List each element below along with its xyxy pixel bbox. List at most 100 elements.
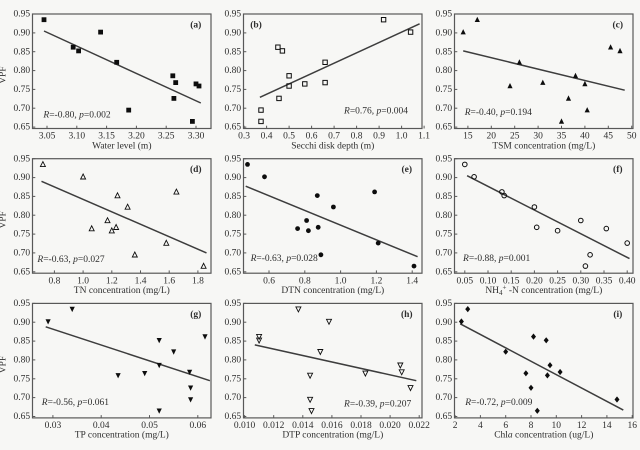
svg-text:0.85: 0.85 — [13, 192, 30, 202]
svg-text:0.80: 0.80 — [13, 66, 30, 76]
svg-text:TN concentration (mg/L): TN concentration (mg/L) — [74, 285, 170, 296]
svg-text:0.85: 0.85 — [435, 192, 452, 202]
svg-text:0.65: 0.65 — [224, 123, 241, 133]
svg-text:0.90: 0.90 — [435, 318, 452, 328]
svg-text:0.70: 0.70 — [224, 104, 241, 114]
svg-text:DTN concentration (mg/L): DTN concentration (mg/L) — [281, 285, 384, 296]
svg-text:0.8: 0.8 — [299, 276, 311, 286]
svg-text:(d): (d) — [190, 164, 202, 175]
svg-text:3.20: 3.20 — [128, 132, 145, 142]
svg-text:45: 45 — [604, 132, 614, 142]
svg-text:0.7: 0.7 — [328, 132, 340, 142]
svg-text:0.10: 0.10 — [480, 276, 497, 286]
svg-text:0.35: 0.35 — [596, 276, 613, 286]
svg-text:0.85: 0.85 — [435, 337, 452, 347]
svg-text:(a): (a) — [190, 20, 201, 31]
svg-text:0.018: 0.018 — [350, 421, 372, 431]
svg-text:0.05: 0.05 — [141, 421, 158, 431]
svg-text:0.70: 0.70 — [224, 393, 241, 403]
svg-text:0.75: 0.75 — [224, 230, 241, 240]
svg-text:NH4+ -N concentration (mg/L): NH4+ -N concentration (mg/L) — [485, 283, 602, 297]
svg-text:(g): (g) — [190, 309, 201, 320]
svg-text:3.05: 3.05 — [39, 132, 56, 142]
svg-text:0.65: 0.65 — [224, 267, 241, 277]
svg-text:0.95: 0.95 — [224, 10, 241, 20]
svg-text:0.04: 0.04 — [93, 421, 110, 431]
svg-text:0.014: 0.014 — [292, 421, 314, 431]
svg-text:0.95: 0.95 — [224, 154, 241, 164]
svg-text:0.90: 0.90 — [13, 173, 30, 183]
svg-text:0.65: 0.65 — [13, 267, 30, 277]
svg-text:12: 12 — [577, 421, 587, 431]
svg-text:0.016: 0.016 — [321, 421, 343, 431]
svg-text:0.95: 0.95 — [13, 299, 30, 309]
svg-text:0.70: 0.70 — [224, 249, 241, 259]
svg-text:VPF: VPF — [0, 211, 9, 228]
svg-text:0.90: 0.90 — [224, 29, 241, 39]
svg-text:R=-0.39, p=0.207: R=-0.39, p=0.207 — [343, 399, 411, 409]
svg-text:0.75: 0.75 — [224, 374, 241, 384]
svg-text:0.80: 0.80 — [435, 356, 452, 366]
svg-text:30: 30 — [533, 132, 543, 142]
svg-text:3.30: 3.30 — [188, 132, 205, 142]
svg-text:0.95: 0.95 — [435, 299, 452, 309]
svg-text:TSM concentration (mg/L): TSM concentration (mg/L) — [492, 140, 595, 151]
svg-text:0.90: 0.90 — [435, 173, 452, 183]
svg-text:1.4: 1.4 — [135, 276, 147, 286]
svg-text:1.2: 1.2 — [106, 276, 118, 286]
svg-text:0.75: 0.75 — [435, 85, 452, 95]
svg-text:0.70: 0.70 — [435, 393, 452, 403]
svg-text:Water level (m): Water level (m) — [92, 140, 151, 151]
svg-text:(c): (c) — [613, 20, 624, 31]
svg-text:4: 4 — [478, 421, 483, 431]
svg-text:0.3: 0.3 — [238, 132, 250, 142]
svg-text:0.95: 0.95 — [435, 154, 452, 164]
svg-text:0.03: 0.03 — [45, 421, 62, 431]
svg-text:0.80: 0.80 — [435, 211, 452, 221]
svg-text:0.85: 0.85 — [224, 47, 241, 57]
svg-text:0.020: 0.020 — [379, 421, 401, 431]
svg-text:VPF: VPF — [0, 356, 9, 373]
svg-text:TP concentration (mg/L): TP concentration (mg/L) — [75, 430, 169, 441]
svg-text:0.75: 0.75 — [13, 85, 30, 95]
svg-text:0.70: 0.70 — [13, 393, 30, 403]
svg-text:0.8: 0.8 — [351, 132, 363, 142]
svg-text:0.80: 0.80 — [224, 66, 241, 76]
svg-text:10: 10 — [552, 421, 562, 431]
svg-text:20: 20 — [487, 132, 497, 142]
svg-text:0.65: 0.65 — [13, 123, 30, 133]
svg-text:0.85: 0.85 — [224, 192, 241, 202]
svg-text:0.65: 0.65 — [224, 412, 241, 422]
svg-text:0.05: 0.05 — [456, 276, 473, 286]
svg-text:1.4: 1.4 — [406, 276, 418, 286]
svg-text:0.40: 0.40 — [619, 276, 636, 286]
svg-text:0.95: 0.95 — [435, 10, 452, 20]
svg-text:16: 16 — [627, 421, 637, 431]
svg-text:35: 35 — [557, 132, 567, 142]
svg-text:0.5: 0.5 — [283, 132, 295, 142]
svg-text:0.90: 0.90 — [435, 29, 452, 39]
svg-text:0.95: 0.95 — [224, 299, 241, 309]
svg-text:1.0: 1.0 — [77, 276, 89, 286]
svg-text:0.65: 0.65 — [13, 412, 30, 422]
svg-text:0.75: 0.75 — [13, 374, 30, 384]
svg-text:0.9: 0.9 — [373, 132, 385, 142]
svg-text:0.85: 0.85 — [13, 337, 30, 347]
svg-text:0.06: 0.06 — [189, 421, 206, 431]
svg-text:1.8: 1.8 — [192, 276, 204, 286]
svg-text:0.15: 0.15 — [503, 276, 520, 286]
svg-text:3.25: 3.25 — [158, 132, 175, 142]
svg-text:1.2: 1.2 — [370, 276, 382, 286]
svg-text:3.15: 3.15 — [98, 132, 115, 142]
svg-text:0.65: 0.65 — [435, 123, 452, 133]
svg-text:R=-0.72, p=0.009: R=-0.72, p=0.009 — [464, 398, 532, 408]
svg-text:DTP concentration (mg/L): DTP concentration (mg/L) — [282, 430, 383, 441]
svg-text:0.70: 0.70 — [435, 104, 452, 114]
svg-text:1.0: 1.0 — [335, 276, 347, 286]
svg-text:0.75: 0.75 — [435, 374, 452, 384]
svg-text:R=-0.40, p=0.194: R=-0.40, p=0.194 — [464, 108, 532, 118]
svg-text:R=0.76, p=0.004: R=0.76, p=0.004 — [343, 107, 408, 117]
svg-text:0.6: 0.6 — [263, 276, 275, 286]
svg-text:0.90: 0.90 — [13, 29, 30, 39]
svg-text:0.80: 0.80 — [224, 356, 241, 366]
